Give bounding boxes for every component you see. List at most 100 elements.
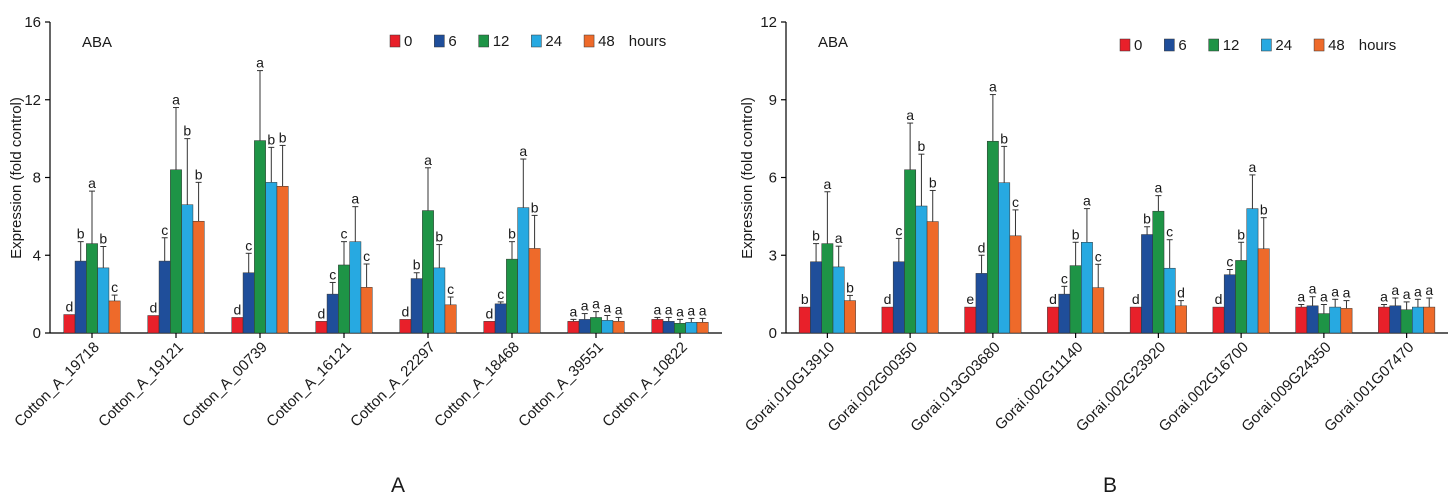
bar [696,322,709,334]
bar [975,273,988,334]
significance-letter: b [99,231,107,247]
significance-letter: d [150,300,158,316]
x-tick-label: Gorai.002G23920 [1073,339,1169,435]
y-tick-label: 12 [24,92,41,109]
x-tick-label: Cotton_A_22297 [347,339,439,431]
x-tick-label: Cotton_A_10822 [599,339,691,431]
significance-letter: b [413,257,421,273]
bar [590,317,602,334]
legend-label-24: 24 [1275,37,1292,54]
legend-label-0: 0 [1134,37,1142,54]
y-tick-label: 4 [33,247,41,264]
bar [904,169,917,334]
bar [1317,313,1330,334]
y-axis-label: Expression (fold control) [8,97,25,259]
significance-letter: a [615,301,623,317]
significance-letter: b [77,226,85,242]
bar [821,243,834,334]
bar [651,319,664,334]
bar [1092,287,1105,334]
bar [881,306,894,334]
treatment-annotation: ABA [818,34,848,51]
significance-letter: c [363,248,370,264]
significance-letter: b [812,228,820,244]
panel-label: A [391,474,405,497]
significance-letter: d [1049,291,1057,307]
bar [494,303,507,334]
y-tick-label: 12 [760,14,777,31]
significance-letter: c [111,279,118,295]
bar [158,260,171,334]
legend: 0 6 12 24 48 hours [1119,37,1396,54]
legend-swatch-48 [583,34,595,48]
bar [1081,242,1093,334]
significance-letter: b [1260,202,1268,218]
bar [1235,260,1248,334]
significance-letter: a [424,152,432,168]
bar [1400,309,1413,334]
significance-letter: a [699,302,707,318]
significance-letter: b [1143,211,1151,227]
bar [1257,248,1270,334]
significance-letter: a [1391,282,1399,298]
significance-letter: b [279,129,287,145]
significance-letter: a [172,92,180,108]
significance-letter: a [835,230,843,246]
bar [74,260,87,334]
bar [63,314,76,334]
significance-letter: a [1414,283,1422,299]
significance-letter: a [1403,286,1411,302]
bar [254,140,266,334]
bar [1423,306,1436,334]
significance-letter: a [654,301,662,317]
legend-label-6: 6 [1178,37,1186,54]
bar [108,300,121,334]
bar [1389,305,1402,334]
bar [964,306,977,334]
legend-swatch-24 [1261,38,1272,52]
bar [1306,305,1319,334]
bar [892,261,905,334]
bar [1163,267,1176,334]
bar [1340,308,1353,334]
bar [662,321,675,334]
y-axis-label: Expression (fold control) [739,97,756,259]
significance-letter: a [989,79,997,95]
significance-letter: a [603,300,611,316]
significance-letter: a [1425,282,1433,298]
significance-letter: a [665,301,673,317]
bar [832,266,845,334]
bar [844,300,856,334]
significance-letter: c [1095,248,1102,264]
bar [315,321,328,334]
bar [1223,274,1236,334]
bar [422,210,434,334]
significance-letter: d [402,303,410,319]
legend-swatch-12 [1208,38,1219,52]
bar [674,323,686,334]
significance-letter: b [267,131,275,147]
bar [326,293,339,334]
significance-letter: b [918,138,926,154]
significance-letter: d [66,299,74,315]
legend-swatch-6 [1164,38,1175,52]
significance-letter: d [486,305,494,321]
bar [612,321,625,334]
significance-letter: b [435,229,443,245]
significance-letter: a [1331,283,1339,299]
y-tick-label: 9 [769,92,777,109]
bar [1058,293,1071,334]
significance-letter: c [1061,270,1068,286]
bar [1152,210,1165,334]
significance-letter: c [1166,224,1173,240]
bar [410,278,423,334]
bar [1069,265,1082,334]
bar [97,267,110,334]
significance-letter: a [1154,180,1162,196]
bar [192,220,205,334]
y-tick-label: 0 [33,325,41,342]
legend-swatch-6 [434,34,445,48]
significance-letter: b [1072,226,1080,242]
significance-letter: b [183,123,191,139]
